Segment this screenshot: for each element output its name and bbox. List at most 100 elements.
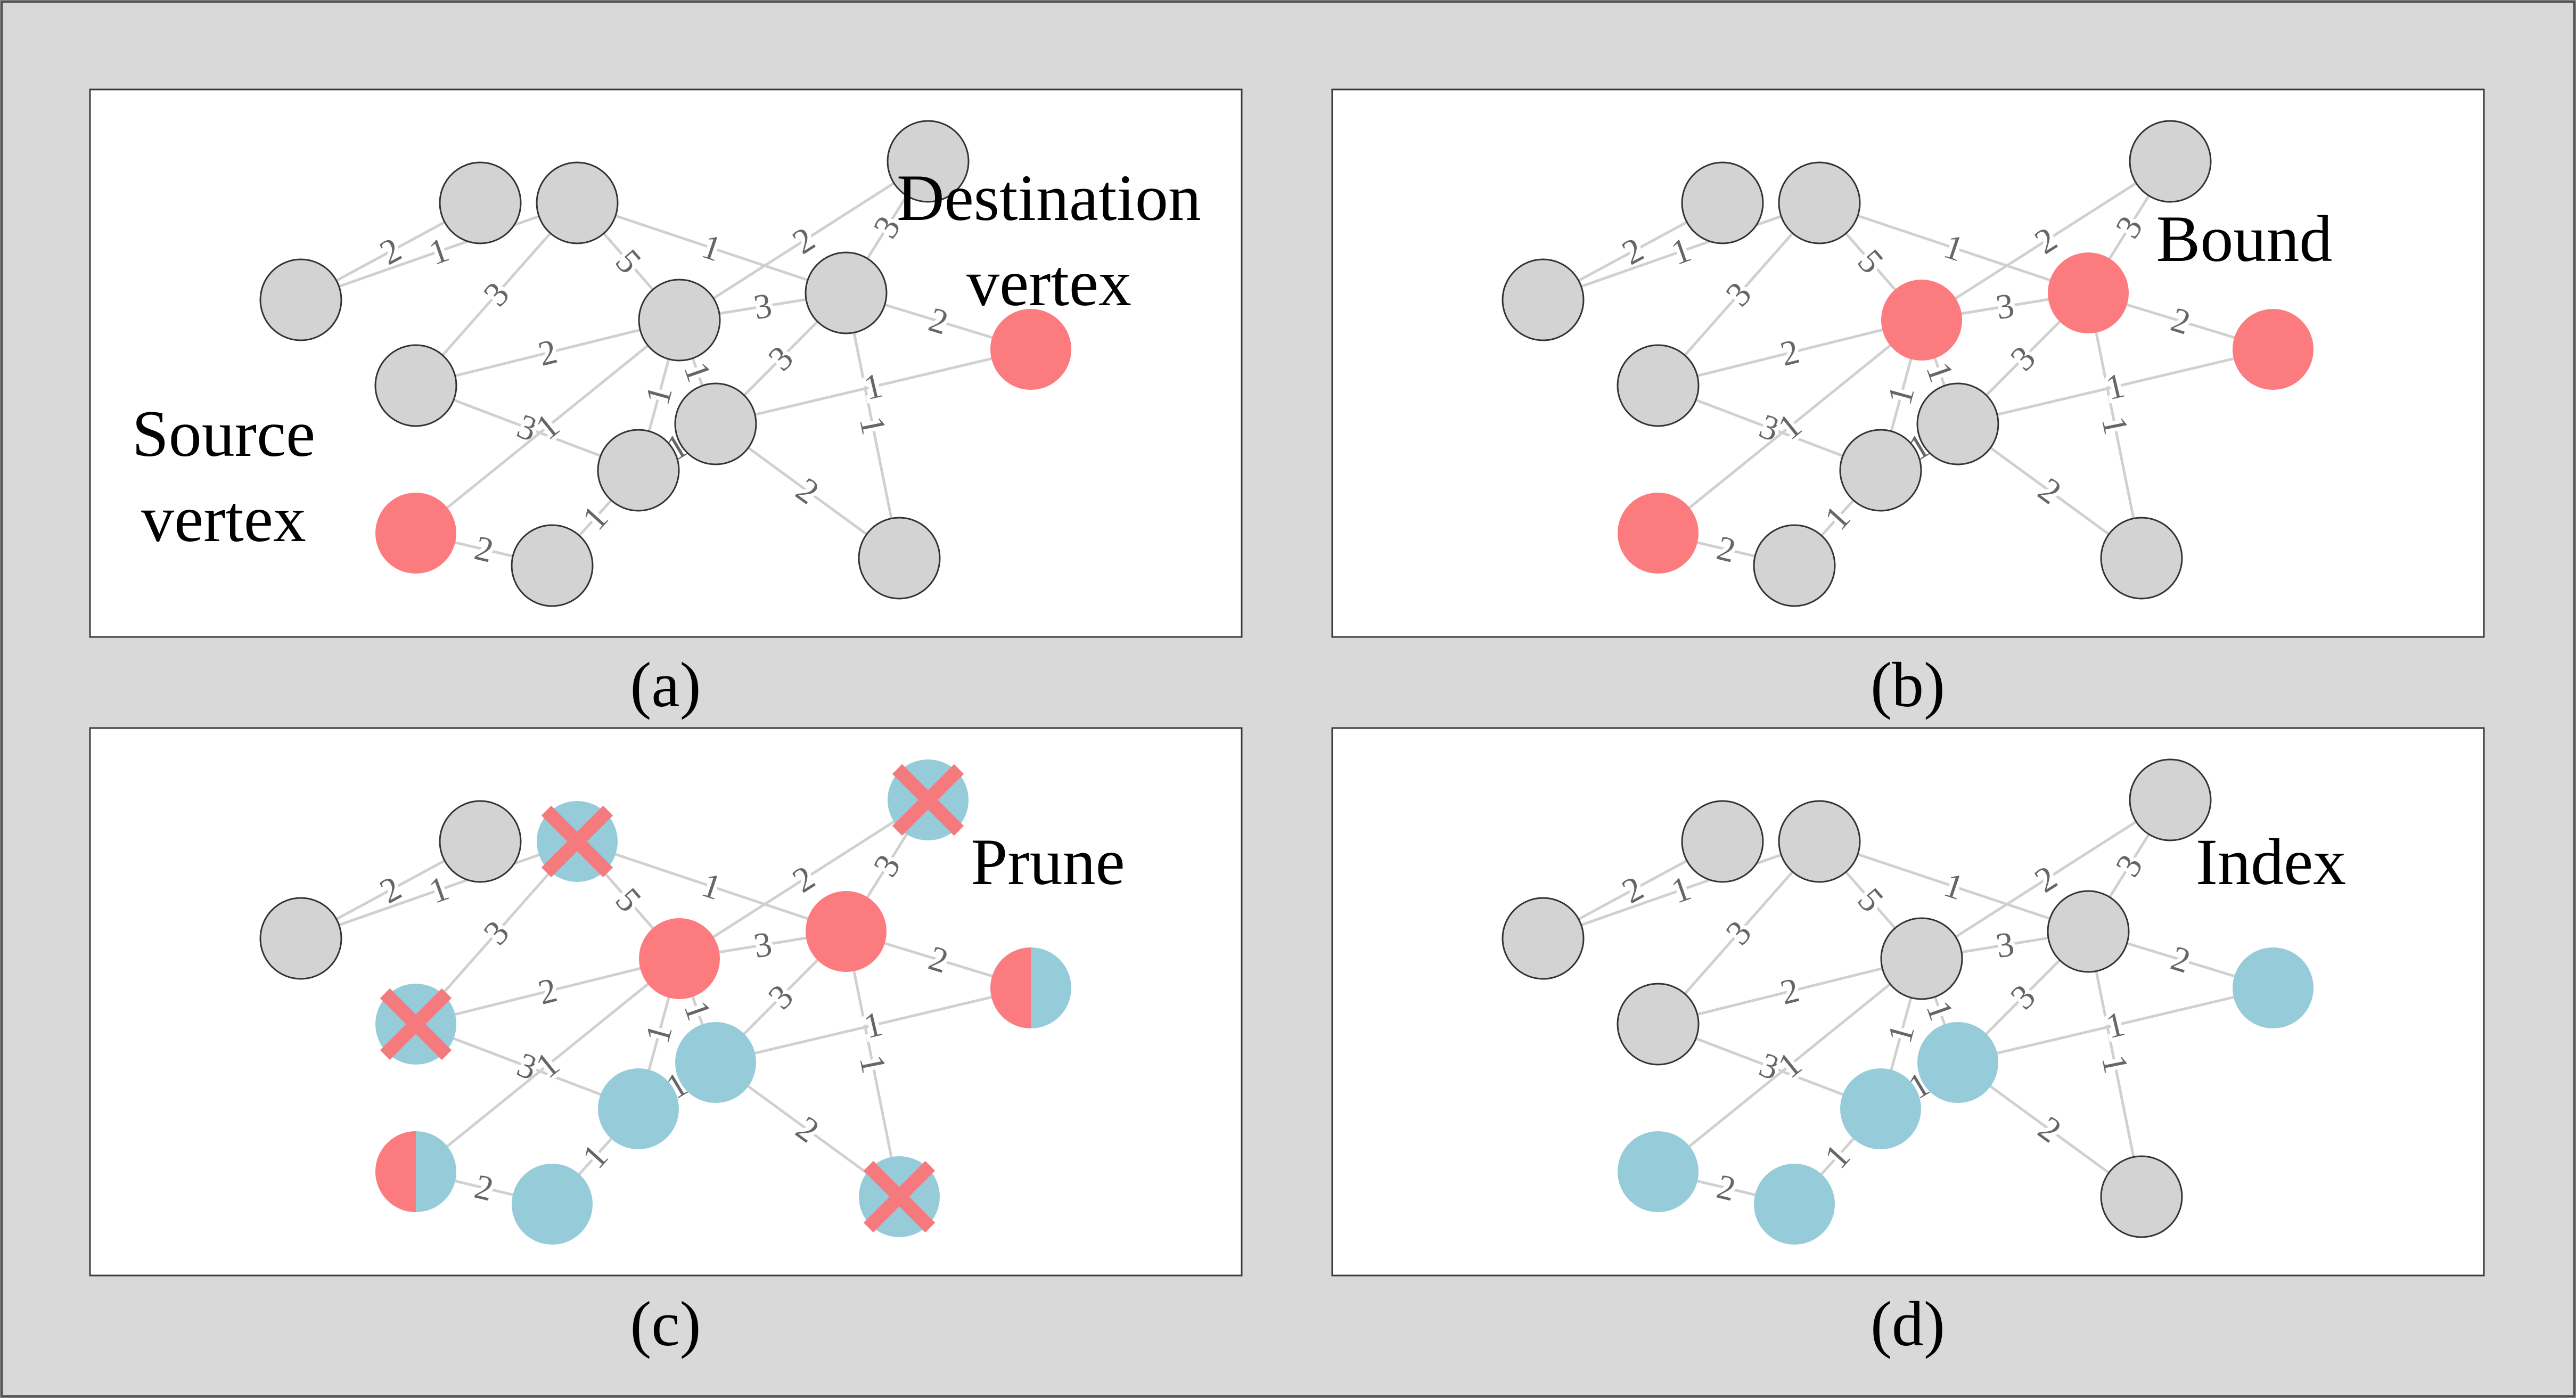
vertex-m	[858, 517, 941, 600]
vertex-g	[2129, 758, 2212, 841]
vertex-circle	[2233, 947, 2314, 1028]
vertex-circle	[638, 279, 721, 362]
annotation-source: Source	[132, 397, 315, 470]
vertex-m	[2100, 1155, 2183, 1238]
edge-d-i	[1658, 957, 1922, 1026]
panel-c-caption: (c)	[630, 1288, 701, 1359]
vertex-circle	[259, 897, 342, 980]
vertex-circle	[597, 429, 680, 512]
vertex-circle	[512, 1164, 593, 1245]
vertex-c	[1778, 161, 1861, 244]
vertex-j	[990, 309, 1071, 390]
vertex-circle	[598, 1068, 679, 1149]
vertex-h	[2048, 252, 2129, 333]
edge-a-c	[300, 201, 578, 301]
vertex-m	[859, 1156, 940, 1237]
edge-e-i	[415, 958, 680, 1173]
vertex-g	[887, 120, 970, 203]
vertex-a	[1502, 897, 1585, 980]
vertex-i	[1881, 280, 1962, 361]
prune-cross-icon	[541, 805, 613, 878]
vertex-circle	[1681, 161, 1764, 244]
panel-d-nodes	[1502, 758, 2314, 1245]
vertex-k	[598, 1068, 679, 1149]
vertex-b	[1681, 800, 1764, 883]
edge-g-i	[678, 798, 929, 960]
vertex-circle	[1839, 429, 1922, 512]
vertex-circle	[1618, 1131, 1699, 1212]
vertex-h	[805, 251, 888, 334]
vertex-f	[512, 1164, 593, 1245]
edge-e-i	[1657, 958, 1923, 1173]
vertex-circle	[639, 918, 720, 999]
vertex-circle	[1681, 800, 1764, 883]
edge-h-m	[844, 292, 901, 559]
vertex-l	[674, 382, 757, 465]
vertex-e	[375, 1131, 456, 1212]
vertex-circle	[1502, 897, 1585, 980]
edge-a-c	[300, 840, 578, 940]
annotation-bound: Bound	[2156, 202, 2333, 275]
prune-cross-icon	[892, 764, 964, 836]
vertex-j	[2233, 947, 2314, 1028]
vertex-circle	[375, 493, 456, 574]
vertex-circle	[374, 344, 457, 427]
vertex-a	[259, 897, 342, 980]
vertex-circle	[1881, 280, 1962, 361]
vertex-circle	[1618, 493, 1699, 574]
vertex-circle	[1917, 1022, 1998, 1103]
vertex-j	[2233, 309, 2314, 390]
vertex-circle	[806, 891, 887, 972]
vertex-m	[2100, 517, 2183, 600]
vertex-circle	[1778, 161, 1861, 244]
vertex-circle	[858, 517, 941, 600]
annotation-destination-vertex: vertex	[966, 247, 1131, 320]
edge-e-i	[1657, 319, 1923, 534]
vertex-d	[1617, 344, 1700, 427]
vertex-f	[1753, 524, 1836, 607]
vertex-circle	[1778, 800, 1861, 883]
edge-l-j	[715, 348, 1031, 426]
vertex-h	[2047, 890, 2130, 973]
vertex-e	[1618, 493, 1699, 574]
vertex-b	[439, 161, 522, 244]
annotation-destination: Destination	[897, 161, 1201, 234]
panel-d-background	[1331, 727, 2485, 1277]
edge-d-i	[415, 957, 680, 1026]
prune-cross-icon	[380, 988, 452, 1060]
vertex-circle	[1916, 382, 1999, 465]
vertex-circle	[259, 258, 342, 341]
vertex-circle	[2048, 252, 2129, 333]
vertex-h	[806, 891, 887, 972]
edge-c-h	[577, 201, 847, 295]
vertex-g	[888, 759, 969, 840]
vertex-circle	[1617, 983, 1700, 1066]
vertex-circle	[2129, 758, 2212, 841]
vertex-k	[597, 429, 680, 512]
vertex-g	[2129, 120, 2212, 203]
vertex-circle	[1840, 1068, 1921, 1149]
vertex-l	[1916, 382, 1999, 465]
vertex-d	[374, 344, 457, 427]
vertex-circle	[511, 524, 594, 607]
vertex-i	[1880, 917, 1963, 1000]
edge-d-i	[415, 318, 680, 387]
panel-c-nodes	[259, 759, 1071, 1245]
vertex-circle	[2233, 309, 2314, 390]
edge-d-i	[1658, 318, 1922, 387]
vertex-circle	[2047, 890, 2130, 973]
vertex-a	[1502, 258, 1585, 341]
panel-c-background	[89, 727, 1243, 1277]
vertex-l	[675, 1022, 756, 1103]
vertex-circle	[990, 309, 1071, 390]
vertex-circle	[675, 1022, 756, 1103]
edge-e-i	[415, 319, 680, 534]
panel-a-caption: (a)	[630, 649, 701, 720]
vertex-i	[639, 918, 720, 999]
annotation-source-vertex: vertex	[141, 483, 306, 555]
panel-b-nodes	[1502, 120, 2314, 607]
prune-cross-icon	[863, 1160, 936, 1233]
